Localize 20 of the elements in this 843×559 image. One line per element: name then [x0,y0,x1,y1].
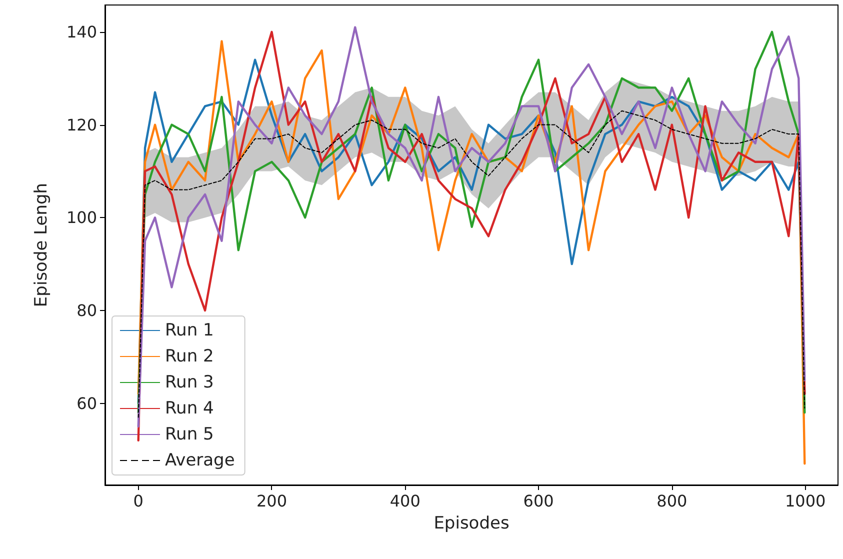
x-tick-label: 600 [523,492,554,510]
legend-label: Run 2 [165,346,214,366]
x-axis-title: Episodes [434,514,510,534]
x-tick-label: 0 [133,492,144,510]
line-series [138,110,806,418]
legend-label: Run 1 [165,320,214,340]
legend-label: Run 4 [165,398,214,418]
x-tick-label: 400 [390,492,420,510]
y-tick-label: 80 [76,300,97,320]
y-tick-label: 120 [66,115,97,134]
legend-label: Average [165,450,235,470]
x-tick-label: 1000 [784,492,826,510]
x-tick-label: 200 [256,492,288,510]
legend-label: Run 3 [165,372,214,392]
y-axis-title: Episode Lengh [32,182,52,308]
legend-label: Run 5 [165,424,214,444]
x-tick-label: 800 [656,492,688,510]
y-tick-label: 140 [66,22,97,42]
y-tick-label: 60 [76,394,97,413]
y-tick-label: 100 [66,208,97,228]
